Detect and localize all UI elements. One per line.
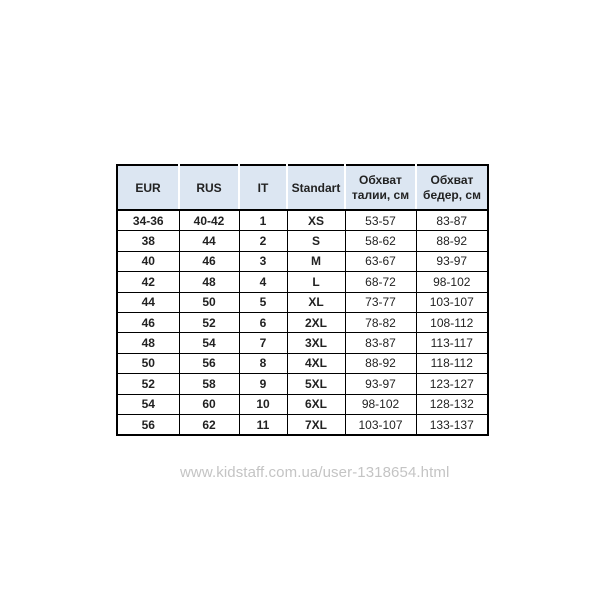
cell-hips: 108-112: [415, 311, 489, 334]
cell-hips: 98-102: [415, 271, 489, 293]
size-chart-table: EUR RUS IT Standart Обхват талии, см Обхв…: [116, 164, 489, 437]
table-row: 50 56 8 4XL 88-92 118-112: [116, 352, 489, 375]
cell-standart: XL: [286, 291, 346, 313]
cell-eur: 54: [116, 393, 180, 415]
cell-it: 8: [238, 352, 288, 375]
cell-standart: M: [286, 250, 346, 273]
cell-rus: 48: [178, 271, 240, 293]
cell-hips: 103-107: [415, 291, 489, 313]
cell-it: 3: [238, 250, 288, 273]
cell-it: 9: [238, 373, 288, 395]
header-waist-line2: талии, см: [351, 187, 410, 202]
cell-rus: 56: [178, 352, 240, 375]
cell-rus: 52: [178, 311, 240, 334]
cell-waist: 53-57: [344, 209, 417, 232]
cell-hips: 128-132: [415, 393, 489, 415]
header-waist: Обхват талии, см: [344, 164, 417, 211]
cell-it: 11: [238, 413, 288, 436]
cell-eur: 34-36: [116, 209, 180, 232]
cell-it: 10: [238, 393, 288, 415]
cell-standart: 7XL: [286, 413, 346, 436]
cell-eur: 50: [116, 352, 180, 375]
cell-rus: 50: [178, 291, 240, 313]
cell-waist: 63-67: [344, 250, 417, 273]
cell-waist: 93-97: [344, 373, 417, 395]
cell-rus: 46: [178, 250, 240, 273]
cell-standart: 5XL: [286, 373, 346, 395]
header-standart: Standart: [286, 164, 346, 211]
header-it: IT: [238, 164, 288, 211]
cell-eur: 56: [116, 413, 180, 436]
table-row: 38 44 2 S 58-62 88-92: [116, 230, 489, 252]
table-row: 44 50 5 XL 73-77 103-107: [116, 291, 489, 313]
header-hips-line1: Обхват: [430, 172, 474, 187]
cell-rus: 60: [178, 393, 240, 415]
cell-it: 6: [238, 311, 288, 334]
cell-rus: 54: [178, 332, 240, 354]
cell-waist: 78-82: [344, 311, 417, 334]
cell-standart: S: [286, 230, 346, 252]
cell-standart: L: [286, 271, 346, 293]
cell-hips: 93-97: [415, 250, 489, 273]
cell-rus: 58: [178, 373, 240, 395]
header-eur: EUR: [116, 164, 180, 211]
cell-waist: 98-102: [344, 393, 417, 415]
cell-rus: 62: [178, 413, 240, 436]
cell-rus: 40-42: [178, 209, 240, 232]
table-row: 56 62 11 7XL 103-107 133-137: [116, 413, 489, 436]
cell-it: 4: [238, 271, 288, 293]
header-rus: RUS: [178, 164, 240, 211]
cell-hips: 113-117: [415, 332, 489, 354]
table-row: 34-36 40-42 1 XS 53-57 83-87: [116, 209, 489, 232]
cell-eur: 38: [116, 230, 180, 252]
cell-hips: 83-87: [415, 209, 489, 232]
cell-eur: 42: [116, 271, 180, 293]
watermark-url: www.kidstaff.com.ua/user-1318654.html: [180, 464, 450, 481]
header-waist-line1: Обхват: [359, 172, 402, 187]
cell-waist: 83-87: [344, 332, 417, 354]
table-row: 48 54 7 3XL 83-87 113-117: [116, 332, 489, 354]
header-row: EUR RUS IT Standart Обхват талии, см Обхв…: [116, 164, 488, 211]
cell-hips: 123-127: [415, 373, 489, 395]
header-hips: Обхват бедер, см: [415, 164, 488, 211]
cell-it: 7: [238, 332, 288, 354]
cell-hips: 133-137: [415, 413, 489, 436]
cell-it: 2: [238, 230, 288, 252]
cell-hips: 118-112: [415, 352, 489, 375]
table-row: 42 48 4 L 68-72 98-102: [116, 271, 489, 293]
cell-waist: 68-72: [344, 271, 417, 293]
cell-standart: 6XL: [286, 393, 346, 415]
cell-waist: 88-92: [344, 352, 417, 375]
cell-rus: 44: [178, 230, 240, 252]
table-row: 52 58 9 5XL 93-97 123-127: [116, 373, 489, 395]
cell-waist: 58-62: [344, 230, 417, 252]
cell-eur: 44: [116, 291, 180, 313]
cell-standart: 4XL: [286, 352, 346, 375]
cell-waist: 103-107: [344, 413, 417, 436]
table-row: 46 52 6 2XL 78-82 108-112: [116, 311, 489, 334]
cell-eur: 46: [116, 311, 180, 334]
cell-standart: 3XL: [286, 332, 346, 354]
cell-eur: 52: [116, 373, 180, 395]
cell-eur: 48: [116, 332, 180, 354]
cell-hips: 88-92: [415, 230, 489, 252]
table-row: 40 46 3 M 63-67 93-97: [116, 250, 489, 273]
cell-standart: XS: [286, 209, 346, 232]
cell-waist: 73-77: [344, 291, 417, 313]
cell-it: 1: [238, 209, 288, 232]
cell-standart: 2XL: [286, 311, 346, 334]
cell-eur: 40: [116, 250, 180, 273]
cell-it: 5: [238, 291, 288, 313]
table-row: 54 60 10 6XL 98-102 128-132: [116, 393, 489, 415]
header-hips-line2: бедер, см: [423, 187, 481, 202]
